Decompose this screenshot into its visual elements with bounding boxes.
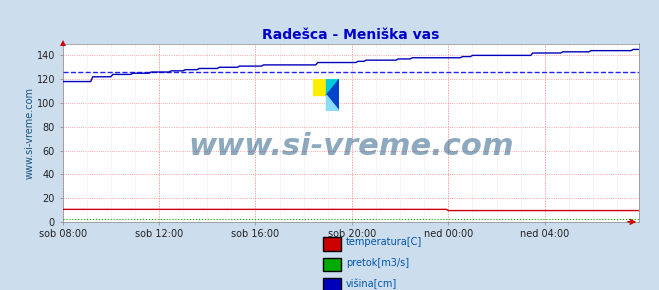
Text: pretok[m3/s]: pretok[m3/s]: [346, 258, 409, 268]
Text: temperatura[C]: temperatura[C]: [346, 237, 422, 247]
Text: višina[cm]: višina[cm]: [346, 278, 397, 289]
Polygon shape: [326, 79, 339, 95]
Title: Radešca - Meniška vas: Radešca - Meniška vas: [262, 28, 440, 42]
Polygon shape: [326, 79, 339, 111]
Bar: [326, 95, 339, 111]
Text: www.si-vreme.com: www.si-vreme.com: [188, 133, 514, 162]
Y-axis label: www.si-vreme.com: www.si-vreme.com: [25, 87, 35, 179]
Bar: [314, 79, 326, 95]
Polygon shape: [326, 95, 339, 111]
